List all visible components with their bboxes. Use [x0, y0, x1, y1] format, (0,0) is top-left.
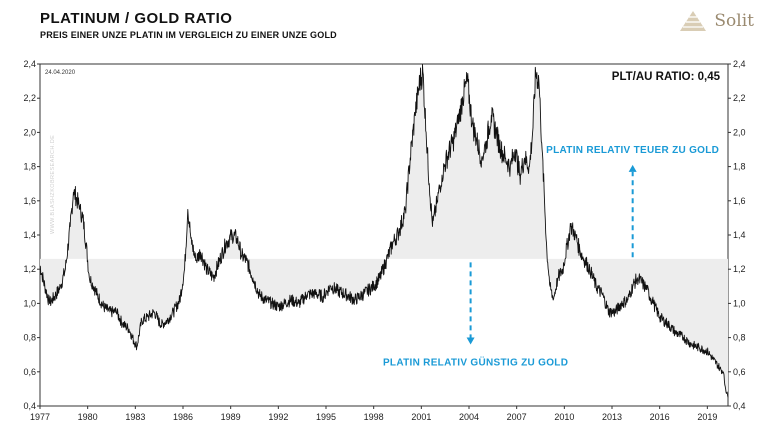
date-label: 24.04.2020	[45, 70, 76, 76]
x-tick-label: 2019	[697, 412, 717, 422]
y-tick-label-left: 2,2	[23, 93, 36, 103]
x-tick-label: 1998	[364, 412, 384, 422]
reference-fill-area	[40, 64, 728, 398]
x-tick-label: 1992	[268, 412, 288, 422]
y-tick-label-right: 2,4	[733, 59, 746, 69]
chart-subtitle: PREIS EINER UNZE PLATIN IM VERGLEICH ZU …	[40, 30, 337, 40]
annotation-arrow-head	[466, 337, 475, 345]
y-tick-label-left: 1,6	[23, 196, 36, 206]
chart-title: PLATINUM / GOLD RATIO	[40, 10, 233, 27]
pyramid-icon	[680, 11, 707, 31]
y-tick-label-right: 1,8	[733, 162, 746, 172]
x-tick-label: 2001	[411, 412, 431, 422]
watermark-text: WWW.BLASHZKOBRESEARCH.DE	[50, 135, 56, 234]
annotation-label: PLATIN RELATIV GÜNSTIG ZU GOLD	[383, 355, 568, 368]
x-tick-label: 2007	[507, 412, 527, 422]
solit-logo: Solit	[678, 8, 754, 34]
y-tick-label-left: 1,4	[23, 230, 36, 240]
x-tick-label: 2016	[650, 412, 670, 422]
y-axis-right: 0,4 0,6 0,8 1,0 1,2 1,4 1,6 1,8 2,0 2,2 2,4	[728, 59, 746, 411]
series-line	[39, 64, 729, 398]
annotation-arrow-head	[628, 164, 637, 172]
ratio-line	[39, 64, 729, 398]
y-tick-label-right: 1,0	[733, 298, 746, 308]
y-tick-label-right: 0,4	[733, 401, 746, 411]
y-tick-label-left: 1,2	[23, 264, 36, 274]
x-tick-label: 1977	[30, 412, 50, 422]
y-tick-label-right: 1,4	[733, 230, 746, 240]
y-tick-label-right: 1,6	[733, 196, 746, 206]
x-tick-label: 1995	[316, 412, 336, 422]
logo-text: Solit	[714, 11, 754, 31]
y-axis-left: 0,4 0,6 0,8 1,0 1,2 1,4 1,6 1,8 2,0 2,2 2,4	[23, 59, 40, 411]
y-tick-label-right: 1,2	[733, 264, 746, 274]
x-tick-label: 1986	[173, 412, 193, 422]
x-tick-label: 1980	[78, 412, 98, 422]
y-tick-label-right: 2,0	[733, 127, 746, 137]
x-tick-label: 1989	[221, 412, 241, 422]
y-tick-label-left: 0,4	[23, 401, 36, 411]
y-tick-label-left: 0,8	[23, 333, 36, 343]
y-tick-label-left: 0,6	[23, 367, 36, 377]
plot-frame	[39, 63, 729, 407]
x-tick-label: 2004	[459, 412, 479, 422]
current-ratio-label: PLT/AU RATIO: 0,45	[612, 71, 721, 83]
y-tick-label-right: 2,2	[733, 93, 746, 103]
x-tick-label: 2013	[602, 412, 622, 422]
y-tick-label-left: 2,4	[23, 59, 36, 69]
x-tick-label: 2010	[554, 412, 574, 422]
y-tick-label-right: 0,8	[733, 333, 746, 343]
x-tick-label: 1983	[125, 412, 145, 422]
annotations: PLATIN RELATIV TEUER ZU GOLD PLATIN RELAT…	[383, 145, 719, 369]
y-tick-label-left: 1,0	[23, 298, 36, 308]
y-tick-label-right: 0,6	[733, 367, 746, 377]
y-tick-label-left: 1,8	[23, 162, 36, 172]
y-tick-label-left: 2,0	[23, 127, 36, 137]
annotation-label: PLATIN RELATIV TEUER ZU GOLD	[546, 145, 719, 156]
reference-fill	[40, 64, 728, 398]
x-axis: 1977 1980 1983 1986 1989 1992 1995 1998 2001 2004…	[30, 406, 717, 422]
